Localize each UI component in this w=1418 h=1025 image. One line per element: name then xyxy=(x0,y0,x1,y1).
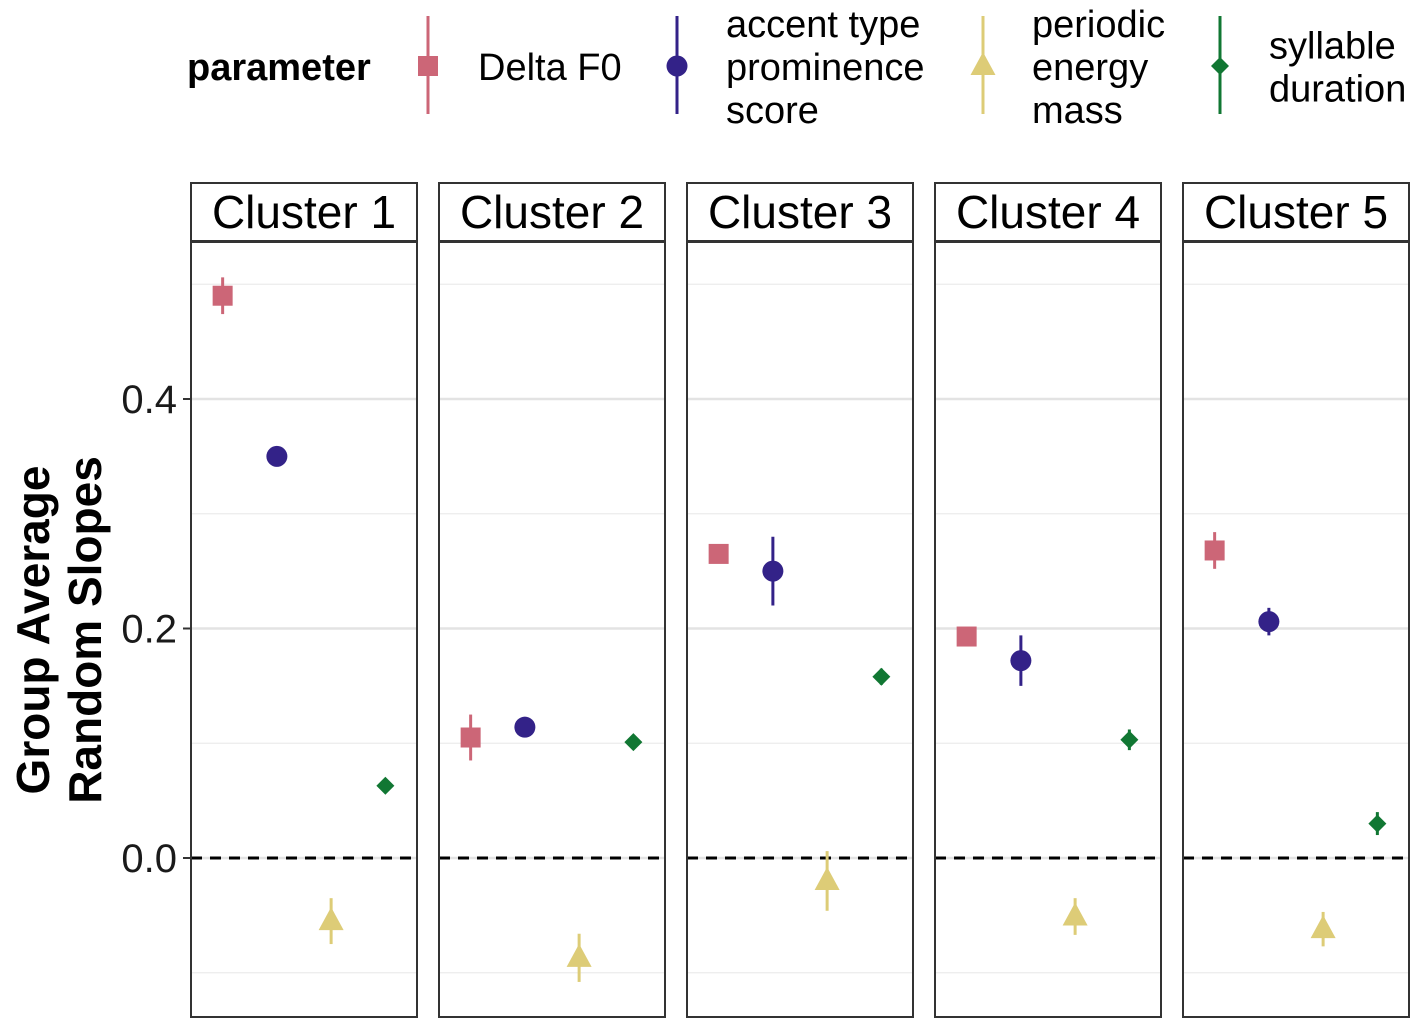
panel-cluster-2: Cluster 2 xyxy=(438,182,666,1018)
y-axis-title-line-1: Group Average xyxy=(7,466,59,795)
data-point xyxy=(566,943,592,967)
data-point xyxy=(1368,814,1387,833)
legend-label: score xyxy=(726,90,819,132)
legend-label: accent type xyxy=(726,4,920,46)
legend-label: Delta F0 xyxy=(478,47,622,89)
data-point xyxy=(872,667,891,686)
legend-key-symbol xyxy=(666,55,688,77)
data-point xyxy=(708,543,729,564)
legend-label: syllable xyxy=(1269,26,1396,68)
strip-label: Cluster 3 xyxy=(708,186,892,238)
data-point xyxy=(1120,730,1139,749)
strip-label: Cluster 2 xyxy=(460,186,644,238)
y-tick-label: 0.0 xyxy=(121,837,177,881)
strip-label: Cluster 1 xyxy=(212,186,396,238)
strip-background xyxy=(190,182,418,242)
strip-label: Cluster 4 xyxy=(956,186,1140,238)
data-point xyxy=(1310,915,1336,939)
data-point xyxy=(460,727,481,748)
y-axis: 0.0 0.2 0.4 xyxy=(121,378,191,881)
data-point xyxy=(376,776,395,795)
data-point xyxy=(1204,540,1225,561)
legend-label: periodic xyxy=(1032,4,1165,46)
data-point xyxy=(1010,650,1032,672)
strip-background xyxy=(438,182,666,242)
strip-label: Cluster 5 xyxy=(1204,186,1388,238)
data-point xyxy=(762,560,784,582)
panel-cluster-5: Cluster 5 xyxy=(1182,182,1410,1018)
data-point xyxy=(318,907,344,931)
data-point xyxy=(266,445,288,467)
strip-background xyxy=(1182,182,1410,242)
data-point xyxy=(1062,902,1088,926)
legend-item: Delta F0 xyxy=(418,16,622,114)
legend-label: mass xyxy=(1032,90,1123,132)
legend-key-symbol xyxy=(1211,57,1229,75)
legend-key-symbol xyxy=(418,56,438,76)
legend-label: duration xyxy=(1269,69,1406,111)
y-tick-label: 0.4 xyxy=(121,378,177,422)
y-tick-label: 0.2 xyxy=(121,608,177,652)
data-point xyxy=(1258,611,1280,633)
y-axis-title: Group Average Random Slopes xyxy=(7,456,111,804)
legend-label: energy xyxy=(1032,47,1148,89)
legend-key-symbol xyxy=(970,52,996,75)
strip-background xyxy=(686,182,914,242)
data-point xyxy=(514,716,536,738)
panels: Cluster 1 Cluster 2 Cluster 3 Cluster 4 Clus… xyxy=(190,182,1410,1018)
panel-cluster-1: Cluster 1 xyxy=(190,182,418,1018)
data-point xyxy=(956,626,977,647)
panel-cluster-3: Cluster 3 xyxy=(686,182,914,1018)
y-axis-title-line-2: Random Slopes xyxy=(59,456,111,804)
data-point xyxy=(212,285,233,306)
strip-background xyxy=(934,182,1162,242)
panel-cluster-4: Cluster 4 xyxy=(934,182,1162,1018)
legend-title: parameter xyxy=(187,47,371,89)
data-point xyxy=(814,866,840,890)
legend-label: prominence xyxy=(726,47,925,89)
data-point xyxy=(624,733,643,752)
